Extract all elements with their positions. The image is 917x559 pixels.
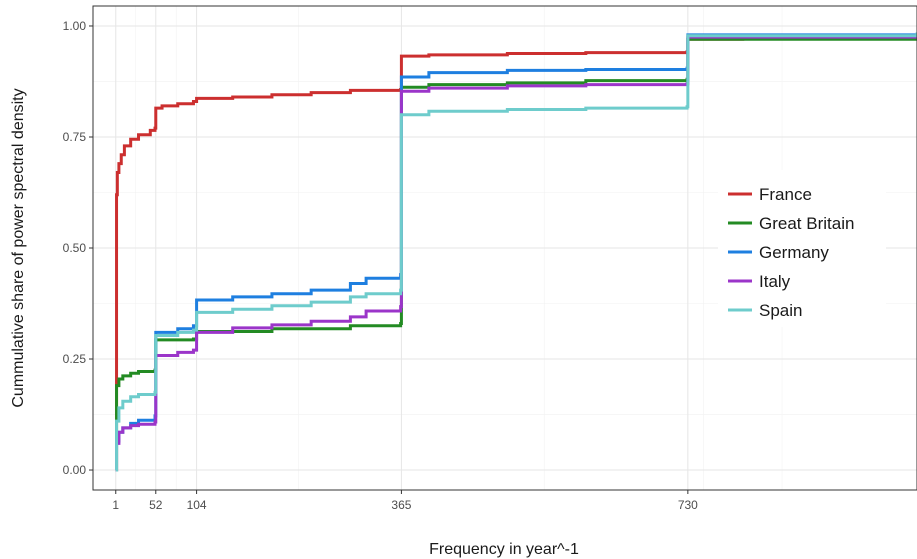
- x-tick-label: 1: [112, 498, 119, 512]
- x-axis: 1 52 104 365 730: [112, 490, 698, 512]
- series-line-3: [115, 34, 917, 472]
- series-line-0: [115, 35, 917, 472]
- legend-label-1: Great Britain: [759, 214, 854, 233]
- series-lines: [115, 32, 917, 472]
- x-tick-label: 730: [678, 498, 698, 512]
- x-tick-label: 365: [391, 498, 411, 512]
- legend-label-4: Spain: [759, 301, 802, 320]
- y-tick-label: 0.25: [63, 352, 87, 366]
- legend-background: [718, 170, 886, 327]
- x-axis-title: Frequency in year^-1: [429, 541, 579, 558]
- y-tick-label: 0.50: [63, 241, 87, 255]
- series-line-1: [115, 37, 917, 472]
- y-tick-label: 0.75: [63, 130, 87, 144]
- y-axis-title: Cummulative share of power spectral dens…: [10, 88, 27, 407]
- y-tick-label: 1.00: [63, 19, 87, 33]
- legend-label-3: Italy: [759, 272, 791, 291]
- legend-label-0: France: [759, 185, 812, 204]
- x-tick-label: 104: [187, 498, 207, 512]
- series-line-4: [115, 32, 917, 472]
- y-axis: 0.00 0.25 0.50 0.75 1.00: [63, 19, 93, 477]
- y-tick-label: 0.00: [63, 463, 87, 477]
- legend: France Great Britain Germany Italy Spain: [718, 170, 886, 327]
- legend-label-2: Germany: [759, 243, 829, 262]
- x-tick-label: 52: [149, 498, 163, 512]
